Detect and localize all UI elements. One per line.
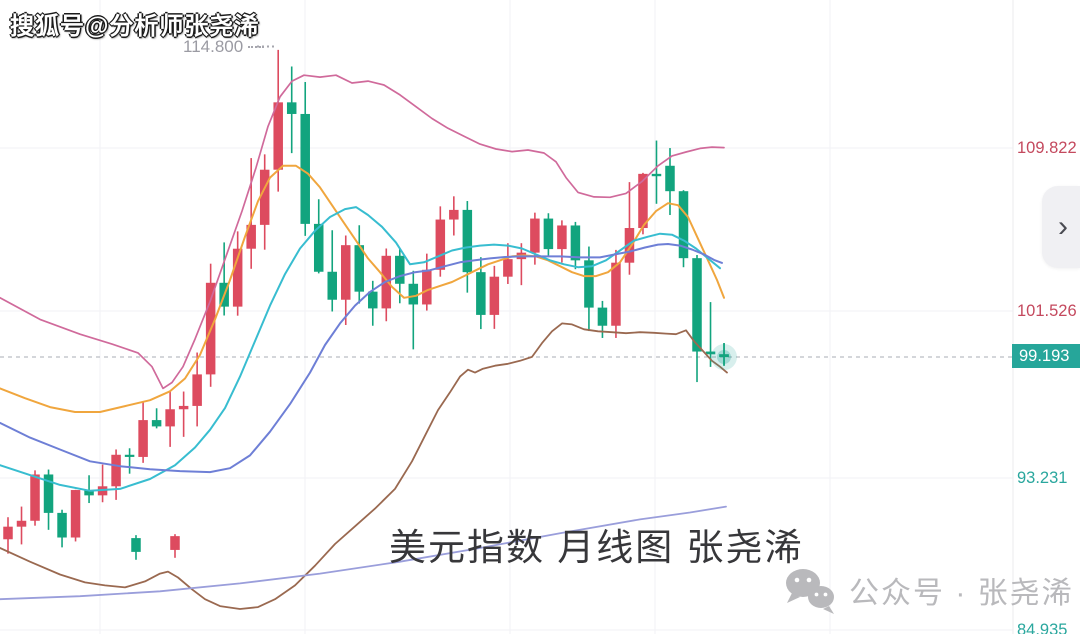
axis-price-label: 93.231 — [1017, 469, 1068, 487]
axis-price-label: 101.526 — [1017, 302, 1077, 320]
candle-body — [151, 420, 162, 427]
candle-body — [651, 173, 662, 177]
candle-body — [408, 283, 419, 305]
high-price-annotation: 114.800 — [183, 37, 265, 57]
overlay-long-ma-lightpurple — [0, 505, 727, 601]
candle-body — [124, 454, 135, 457]
candle-body — [313, 223, 324, 272]
overlay-ma-cyan — [0, 206, 721, 492]
candle-body — [597, 307, 608, 326]
candle-body — [719, 354, 729, 358]
candle-body — [503, 259, 513, 277]
candle-body — [462, 209, 473, 273]
wechat-icon — [786, 569, 834, 614]
watermark-wechat-text: 公众号 · 张尧浠 — [849, 577, 1074, 610]
candle-body — [530, 218, 540, 253]
candle-body — [354, 245, 365, 292]
candle-body — [170, 536, 180, 550]
candle-body — [259, 169, 270, 225]
current-price-label: 99.193 — [1012, 344, 1080, 368]
candle-body — [665, 165, 675, 192]
candle-body — [570, 225, 581, 261]
candle-body — [678, 191, 689, 259]
overlay-ma-blue — [0, 243, 723, 474]
candle-body — [111, 454, 121, 487]
axis-price-label: 84.935 — [1017, 621, 1068, 634]
candle-body — [30, 474, 40, 521]
candle-body — [341, 245, 351, 300]
candle-body — [557, 225, 567, 250]
expand-panel-button[interactable]: › — [1042, 186, 1080, 268]
candle-body — [611, 262, 621, 326]
candle-body — [16, 520, 27, 527]
candle-body — [624, 228, 635, 263]
candle-body — [638, 173, 648, 229]
candle-body — [131, 538, 141, 552]
candle-body — [84, 490, 94, 496]
high-price-text: 114.800 — [183, 37, 244, 56]
candle-body — [246, 224, 256, 249]
watermark-wechat: 公众号 · 张尧浠 — [783, 566, 1074, 614]
overlay-lower-band-brown — [0, 322, 728, 610]
candle-body — [327, 271, 337, 300]
watermark-sohu: 搜狐号@分析师张尧浠 — [10, 13, 260, 40]
candle-body — [273, 102, 283, 170]
overlay-upper-band-pink — [0, 74, 725, 390]
candle-body — [435, 219, 446, 270]
candle-body — [178, 405, 189, 410]
candle-body — [422, 269, 432, 305]
candle-body — [70, 490, 81, 538]
candle-body — [476, 272, 486, 315]
candle-body — [543, 218, 554, 250]
candle-body — [368, 291, 378, 309]
candle-body — [692, 258, 702, 352]
candle-body — [57, 512, 67, 538]
chevron-right-icon: › — [1058, 210, 1068, 243]
dotted-leader-icon — [248, 46, 265, 48]
candle-body — [489, 276, 500, 315]
candle-body — [584, 260, 594, 308]
current-price-text: 99.193 — [1019, 346, 1070, 365]
candle-body — [165, 409, 175, 427]
candle-body — [138, 420, 148, 457]
candle-body — [192, 374, 202, 406]
candle-body — [286, 102, 297, 114]
candle-body — [705, 351, 716, 355]
axis-price-label: 109.822 — [1017, 139, 1077, 157]
page-title: 美元指数 月线图 张尧浠 — [389, 527, 804, 568]
candle-body — [300, 113, 310, 224]
candle-body — [43, 474, 54, 513]
candle-body — [3, 526, 13, 540]
candle-body — [232, 248, 243, 307]
candle-body — [395, 255, 405, 284]
candle-body — [449, 209, 459, 220]
